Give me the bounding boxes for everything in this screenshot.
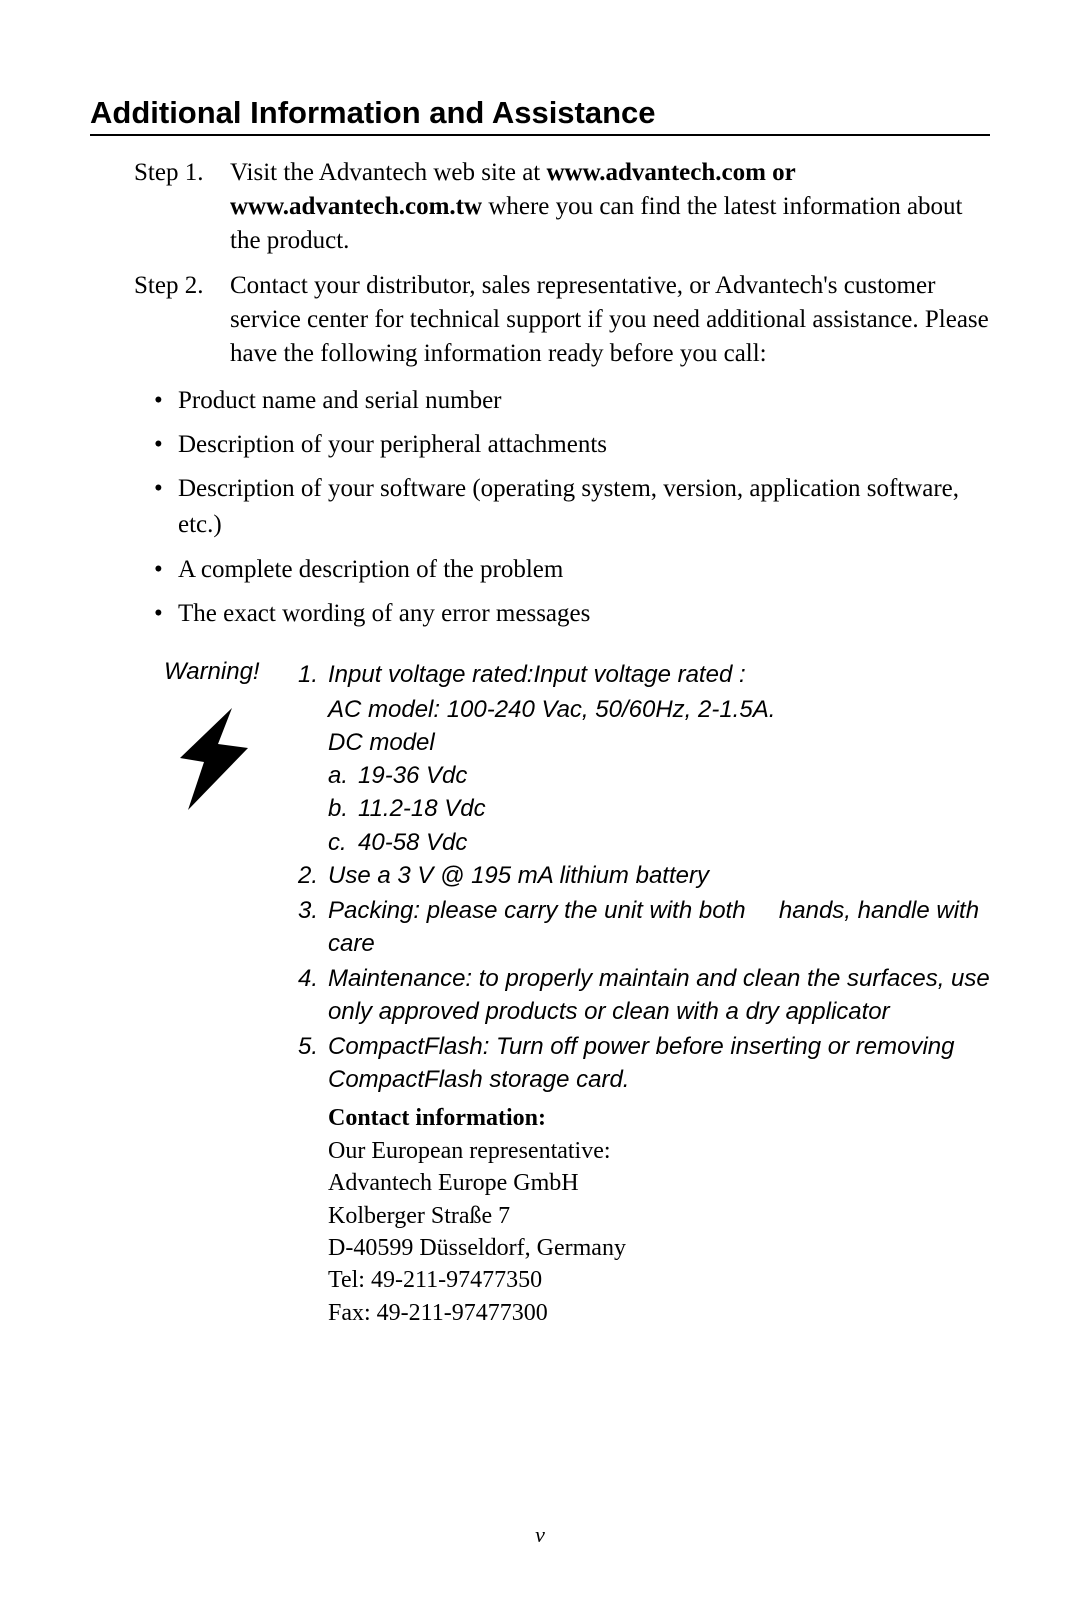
warning-label-column: Warning! [164, 658, 298, 1329]
step-content: Visit the Advantech web site at www.adva… [230, 156, 990, 257]
bullet-text: The exact wording of any error messages [178, 596, 590, 632]
warning-text: Input voltage rated:Input voltage rated … [328, 658, 990, 691]
warning-text: Packing: please carry the unit with both… [328, 894, 990, 960]
warning-number: 4. [298, 962, 328, 1028]
warning-item-3: 3.Packing: please carry the unit with bo… [298, 894, 990, 960]
contact-line: D-40599 Düsseldorf, Germany [328, 1232, 990, 1264]
warning-sub-c: c.40-58 Vdc [298, 826, 990, 859]
contact-line: Tel: 49-211-97477350 [328, 1264, 990, 1296]
bullet-text: Description of your peripheral attachmen… [178, 427, 607, 463]
bullet-marker: • [150, 427, 178, 463]
warning-line: DC model [298, 726, 990, 759]
bullet-text: A complete description of the problem [178, 552, 563, 588]
warning-line: AC model: 100-240 Vac, 50/60Hz, 2-1.5A. [298, 693, 990, 726]
section-title: Additional Information and Assistance [90, 95, 990, 136]
warning-label: Warning! [164, 658, 298, 686]
warning-item-4: 4.Maintenance: to properly maintain and … [298, 962, 990, 1028]
step-text-prefix: Visit the Advantech web site at [230, 159, 546, 186]
bullet-list: •Product name and serial number •Descrip… [90, 383, 990, 633]
lightning-bolt-icon [170, 706, 260, 816]
contact-line: Our European representative: [328, 1135, 990, 1167]
list-item: •Description of your peripheral attachme… [150, 427, 990, 463]
warning-block: Warning! 1. Input voltage rated:Input vo… [90, 658, 990, 1329]
bullet-marker: • [150, 596, 178, 632]
warning-text: Maintenance: to properly maintain and cl… [328, 962, 990, 1028]
bullet-text: Description of your software (operating … [178, 471, 990, 544]
list-item: •Product name and serial number [150, 383, 990, 419]
step-2: Step 2. Contact your distributor, sales … [134, 269, 990, 370]
warning-item-5: 5.CompactFlash: Turn off power before in… [298, 1030, 990, 1096]
step-1: Step 1. Visit the Advantech web site at … [134, 156, 990, 257]
warning-sub-label: b. [328, 792, 358, 825]
step-content: Contact your distributor, sales represen… [230, 269, 990, 370]
warning-content: 1. Input voltage rated:Input voltage rat… [298, 658, 990, 1329]
warning-item-1: 1. Input voltage rated:Input voltage rat… [298, 658, 990, 691]
bullet-text: Product name and serial number [178, 383, 502, 419]
warning-sub-a: a.19-36 Vdc [298, 759, 990, 792]
bullet-marker: • [150, 552, 178, 588]
warning-sub-b: b.11.2-18 Vdc [298, 792, 990, 825]
contact-line: Advantech Europe GmbH [328, 1167, 990, 1199]
bullet-marker: • [150, 471, 178, 544]
step-text-prefix: Contact your distributor, sales represen… [230, 272, 989, 367]
warning-number: 2. [298, 859, 328, 892]
page-number: v [0, 1522, 1080, 1548]
list-item: •A complete description of the problem [150, 552, 990, 588]
step-label: Step 1. [134, 156, 230, 257]
warning-item-2: 2.Use a 3 V @ 195 mA lithium battery [298, 859, 990, 892]
warning-number: 1. [298, 658, 328, 691]
warning-sub-text: 19-36 Vdc [358, 759, 467, 792]
step-label: Step 2. [134, 269, 230, 370]
warning-sub-text: 11.2-18 Vdc [358, 792, 486, 825]
warning-sub-label: c. [328, 826, 358, 859]
list-item: •Description of your software (operating… [150, 471, 990, 544]
warning-sub-text: 40-58 Vdc [358, 826, 467, 859]
contact-title: Contact information: [328, 1102, 990, 1134]
list-item: •The exact wording of any error messages [150, 596, 990, 632]
warning-text: Use a 3 V @ 195 mA lithium battery [328, 859, 990, 892]
contact-line: Fax: 49-211-97477300 [328, 1297, 990, 1329]
warning-number: 3. [298, 894, 328, 960]
steps-list: Step 1. Visit the Advantech web site at … [90, 156, 990, 371]
warning-number: 5. [298, 1030, 328, 1096]
bullet-marker: • [150, 383, 178, 419]
contact-line: Kolberger Straße 7 [328, 1200, 990, 1232]
warning-text: CompactFlash: Turn off power before inse… [328, 1030, 990, 1096]
contact-block: Contact information: Our European repres… [298, 1102, 990, 1329]
warning-sub-label: a. [328, 759, 358, 792]
